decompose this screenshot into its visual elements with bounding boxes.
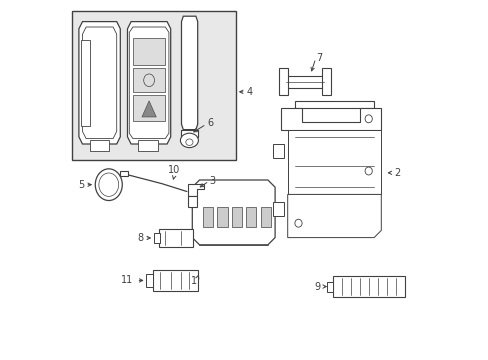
Ellipse shape xyxy=(180,133,198,148)
Bar xyxy=(273,202,284,216)
Polygon shape xyxy=(321,68,330,95)
Polygon shape xyxy=(192,180,275,245)
Polygon shape xyxy=(181,16,197,130)
Text: 5: 5 xyxy=(78,180,84,190)
Ellipse shape xyxy=(365,167,371,175)
Polygon shape xyxy=(287,194,381,238)
Polygon shape xyxy=(278,68,287,95)
Ellipse shape xyxy=(294,219,302,227)
Text: 1: 1 xyxy=(190,276,196,286)
Bar xyxy=(203,207,213,227)
Bar xyxy=(133,95,165,121)
Polygon shape xyxy=(284,76,325,88)
Text: 2: 2 xyxy=(393,168,399,178)
Bar xyxy=(273,144,284,158)
Bar xyxy=(133,68,165,92)
Bar xyxy=(260,207,270,227)
Bar xyxy=(120,171,128,176)
Polygon shape xyxy=(142,101,156,117)
Bar xyxy=(246,207,256,227)
Text: 11: 11 xyxy=(121,275,133,285)
Bar xyxy=(326,282,333,292)
Text: 6: 6 xyxy=(207,118,213,128)
Bar xyxy=(89,140,109,151)
Text: 9: 9 xyxy=(314,282,320,292)
Ellipse shape xyxy=(365,115,371,123)
Bar xyxy=(231,207,242,227)
Bar xyxy=(152,270,197,291)
Text: 8: 8 xyxy=(137,233,143,243)
Bar xyxy=(153,233,160,243)
Bar xyxy=(159,229,193,247)
Polygon shape xyxy=(187,196,197,207)
Bar xyxy=(217,207,227,227)
Text: 4: 4 xyxy=(246,87,252,97)
Polygon shape xyxy=(294,101,373,108)
Polygon shape xyxy=(181,130,197,137)
Bar xyxy=(332,276,404,297)
Ellipse shape xyxy=(185,139,193,145)
Text: 7: 7 xyxy=(315,53,322,63)
Polygon shape xyxy=(280,108,381,130)
Ellipse shape xyxy=(95,169,122,201)
Polygon shape xyxy=(127,22,170,144)
Bar xyxy=(146,274,153,287)
Text: 10: 10 xyxy=(168,165,180,175)
Bar xyxy=(138,140,158,151)
Bar xyxy=(72,11,235,160)
Text: 3: 3 xyxy=(209,176,215,186)
Bar xyxy=(133,38,165,65)
Bar xyxy=(81,40,89,126)
Polygon shape xyxy=(187,184,204,196)
Polygon shape xyxy=(287,130,381,194)
Polygon shape xyxy=(79,22,120,144)
